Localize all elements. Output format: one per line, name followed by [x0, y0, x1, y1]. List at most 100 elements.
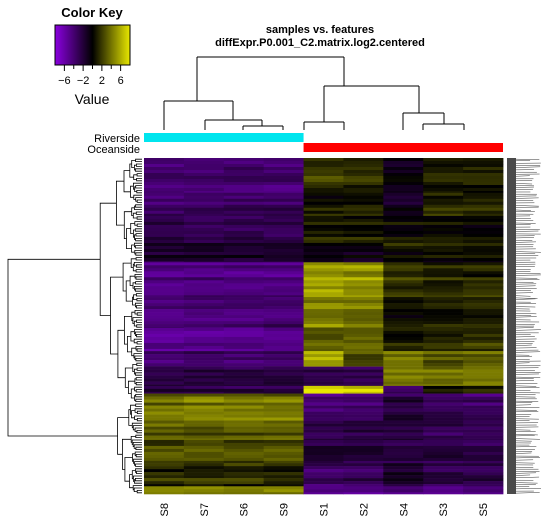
heatmap-cell — [423, 342, 464, 347]
heatmap-cell — [223, 251, 265, 256]
heatmap-cell — [343, 339, 384, 344]
group-color-bars — [144, 133, 503, 152]
heatmap-cell — [383, 318, 424, 322]
heatmap-cell — [263, 405, 304, 409]
heatmap-cell — [144, 242, 185, 247]
row-dendro-branch — [134, 415, 142, 420]
heatmap-cell — [463, 417, 504, 421]
heatmap-cell — [463, 295, 504, 298]
heatmap-cell — [463, 230, 504, 235]
heatmap-cell — [383, 204, 424, 209]
heatmap-cell — [144, 236, 185, 241]
heatmap-cell — [223, 438, 265, 441]
heatmap-cell — [263, 210, 304, 215]
heatmap-cell — [423, 357, 464, 361]
heatmap-cell — [463, 192, 504, 197]
heatmap-cell — [144, 245, 185, 250]
heatmap-cell — [183, 321, 225, 325]
heatmap-cell — [263, 221, 304, 226]
heatmap-cell — [343, 396, 384, 400]
heatmap-cell — [263, 300, 304, 304]
heatmap-cell — [183, 198, 225, 203]
heatmap-cell — [183, 295, 225, 298]
heatmap-cell — [303, 179, 344, 183]
heatmap-cell — [144, 191, 185, 194]
heatmap-cell — [423, 475, 464, 479]
heatmap-cell — [303, 466, 344, 470]
row-dendro-branch — [125, 280, 133, 302]
heatmap-cell — [303, 388, 344, 393]
heatmap-cell — [383, 227, 424, 232]
heatmap-cell — [343, 327, 384, 332]
color-key-gradient — [54, 24, 131, 66]
heatmap-cell — [303, 283, 344, 287]
heatmap-cell — [463, 381, 504, 385]
heatmap-cell — [183, 330, 225, 335]
heatmap-cell — [223, 348, 265, 352]
row-dendro-branch — [135, 463, 142, 467]
row-dendro-branch — [122, 438, 132, 470]
heatmap-cell — [303, 454, 344, 459]
heatmap-cell — [223, 327, 265, 332]
heatmap-cell — [423, 381, 464, 385]
color-key-tick-label: 6 — [118, 75, 124, 87]
heatmap-cell — [383, 372, 424, 376]
heatmap-cell — [144, 215, 185, 220]
heatmap-cell — [463, 236, 504, 241]
heatmap-cell — [144, 164, 185, 168]
heatmap-cell — [343, 375, 384, 379]
heatmap-cell — [263, 388, 304, 393]
heatmap-cell — [343, 426, 384, 430]
heatmap-cell — [463, 432, 504, 436]
row-dendro-branch — [130, 223, 135, 234]
heatmap-cell — [463, 198, 504, 203]
heatmap-cell — [423, 239, 464, 244]
heatmap-cell — [144, 303, 185, 307]
heatmap-cell — [383, 324, 424, 328]
heatmap-cell — [383, 336, 424, 341]
heatmap-cell — [343, 224, 384, 229]
heatmap-cell — [463, 385, 504, 390]
heatmap-cell — [383, 393, 424, 397]
heatmap-cell — [263, 435, 304, 439]
heatmap-cell — [303, 224, 344, 229]
heatmap-cell — [423, 286, 464, 290]
heatmap-cell — [183, 236, 225, 241]
heatmap-cell — [423, 289, 464, 293]
heatmap-cell — [183, 439, 225, 444]
heatmap-cell — [423, 321, 464, 325]
heatmap-cell — [144, 315, 185, 319]
row-dendro-branch — [135, 403, 142, 407]
heatmap-cell — [183, 204, 225, 209]
heatmap-cell — [183, 469, 225, 473]
heatmap-cell — [423, 469, 464, 473]
heatmap-cell — [383, 411, 424, 415]
heatmap-cell — [463, 442, 504, 447]
heatmap-cell — [263, 185, 304, 189]
heatmap-cell — [423, 176, 464, 180]
heatmap-cell — [263, 484, 304, 487]
heatmap-cell — [383, 167, 424, 171]
heatmap-cell — [343, 254, 384, 259]
heatmap-cell — [183, 486, 225, 490]
heatmap-cell — [263, 161, 304, 165]
heatmap-cell — [303, 357, 344, 361]
heatmap-cell — [223, 336, 265, 341]
heatmap-cell — [223, 191, 265, 194]
row-dendro-branch — [136, 312, 142, 316]
heatmap-cell — [303, 384, 344, 387]
heatmap-cell — [463, 384, 504, 387]
heatmap-cell — [223, 333, 265, 338]
heatmap-cell — [383, 423, 424, 427]
heatmap-cell — [223, 466, 265, 470]
heatmap-cell — [263, 306, 304, 310]
heatmap-cell — [303, 451, 344, 456]
heatmap-cell — [144, 469, 185, 473]
heatmap-cell — [303, 248, 344, 253]
heatmap-cell — [383, 442, 424, 447]
heatmap-cell — [463, 248, 504, 253]
row-dendro-branch — [135, 382, 142, 386]
heatmap-cell — [303, 442, 344, 447]
heatmap-cell — [263, 339, 304, 344]
heatmap-cell — [423, 393, 464, 397]
